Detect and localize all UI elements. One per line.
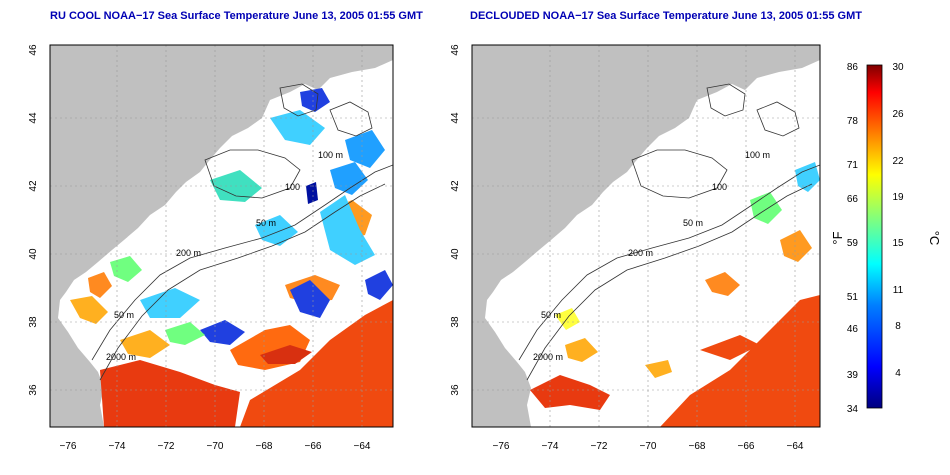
- contour-label-50m: 50 m: [683, 218, 703, 228]
- lat-tick: 38: [28, 316, 39, 328]
- lat-tick: 44: [28, 112, 39, 124]
- f-tick: 39: [847, 370, 859, 381]
- lon-tick: −74: [542, 441, 559, 452]
- contour-label-50m-south: 50 m: [114, 310, 134, 320]
- c-tick: 26: [892, 109, 904, 120]
- lat-tick: 44: [450, 112, 461, 124]
- lon-tick: −64: [787, 441, 804, 452]
- left-panel-title: RU COOL NOAA−17 Sea Surface Temperature …: [50, 10, 423, 22]
- sst-cool-region: [555, 162, 820, 330]
- c-tick: 19: [892, 192, 904, 203]
- lat-tick: 36: [450, 384, 461, 396]
- f-tick: 51: [847, 292, 859, 303]
- lon-tick: −76: [60, 441, 77, 452]
- c-tick: 22: [892, 156, 904, 167]
- grid-lines: [472, 45, 820, 427]
- lat-tick: 38: [450, 316, 461, 328]
- c-tick: 15: [892, 238, 904, 249]
- contour-label-2000m: 2000 m: [106, 352, 136, 362]
- lat-tick: 36: [28, 384, 39, 396]
- right-lon-axis: −76 −74 −72 −70 −68 −66 −64: [493, 441, 804, 452]
- celsius-label: °C: [927, 231, 942, 246]
- contour-label-100: 100: [712, 182, 727, 192]
- colorbar: 86 78 71 66 59 51 46 39 34 30 26 22 19 1…: [830, 62, 942, 415]
- fahrenheit-label: °F: [830, 231, 845, 244]
- contour-label-200m: 200 m: [628, 248, 653, 258]
- lon-tick: −68: [256, 441, 273, 452]
- contour-label-100: 100: [285, 182, 300, 192]
- lon-tick: −70: [207, 441, 224, 452]
- lon-tick: −72: [591, 441, 608, 452]
- c-tick: 8: [895, 321, 901, 332]
- colorbar-f-ticks: 86 78 71 66 59 51 46 39 34: [847, 62, 859, 415]
- right-map: 100 m 100 50 m 200 m 50 m 2000 m: [450, 44, 821, 452]
- contour-labels: 100 m 100 50 m 200 m 50 m 2000 m: [106, 150, 343, 362]
- contour-label-50m: 50 m: [256, 218, 276, 228]
- left-lon-axis: −76 −74 −72 −70 −68 −66 −64: [60, 441, 371, 452]
- right-panel-title: DECLOUDED NOAA−17 Sea Surface Temperatur…: [470, 10, 862, 22]
- f-tick: 59: [847, 238, 859, 249]
- lat-tick: 46: [450, 44, 461, 56]
- f-tick: 71: [847, 160, 859, 171]
- bathymetry-contours: [518, 83, 820, 381]
- sst-cool-region: [110, 88, 393, 345]
- c-tick: 11: [893, 285, 904, 296]
- c-tick: 4: [895, 368, 901, 379]
- right-lat-axis: 46 44 42 40 38 36: [450, 44, 461, 396]
- f-tick: 78: [847, 116, 859, 127]
- land-mass: [50, 45, 393, 427]
- lat-tick: 42: [28, 180, 39, 192]
- contour-label-50m-south: 50 m: [541, 310, 561, 320]
- lat-tick: 40: [450, 248, 461, 260]
- colorbar-gradient: [866, 64, 883, 409]
- left-map: 100 m 100 50 m 200 m 50 m 2000 m: [28, 44, 394, 452]
- lon-tick: −64: [354, 441, 371, 452]
- lon-tick: −72: [158, 441, 175, 452]
- c-tick: 30: [892, 62, 904, 73]
- lon-tick: −74: [109, 441, 126, 452]
- lon-tick: −70: [640, 441, 657, 452]
- contour-label-200m: 200 m: [176, 248, 201, 258]
- lon-tick: −66: [738, 441, 755, 452]
- contour-labels: 100 m 100 50 m 200 m 50 m 2000 m: [533, 150, 770, 362]
- f-tick: 46: [847, 324, 859, 335]
- lat-tick: 46: [28, 44, 39, 56]
- colorbar-c-ticks: 30 26 22 19 15 11 8 4: [892, 62, 904, 379]
- contour-label-100m: 100 m: [318, 150, 343, 160]
- lat-tick: 40: [28, 248, 39, 260]
- lon-tick: −76: [493, 441, 510, 452]
- sst-warm-region: [70, 200, 393, 427]
- land-mass: [472, 45, 820, 427]
- lat-tick: 42: [450, 180, 461, 192]
- f-tick: 66: [847, 194, 859, 205]
- lon-tick: −66: [305, 441, 322, 452]
- contour-label-100m: 100 m: [745, 150, 770, 160]
- f-tick: 34: [847, 404, 859, 415]
- bathymetry-contours: [91, 83, 393, 381]
- grid-lines: [50, 45, 393, 427]
- left-lat-axis: 46 44 42 40 38 36: [28, 44, 39, 396]
- contour-label-2000m: 2000 m: [533, 352, 563, 362]
- f-tick: 86: [847, 62, 859, 73]
- lon-tick: −68: [689, 441, 706, 452]
